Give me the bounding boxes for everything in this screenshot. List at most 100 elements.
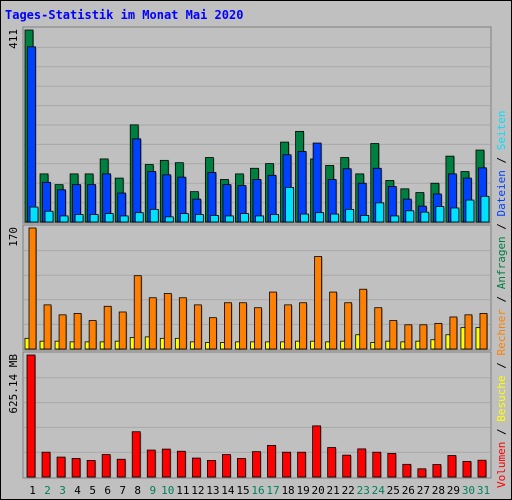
bar-volumen-28: [432, 464, 442, 478]
bar-volumen-11: [176, 450, 186, 478]
x-tick-label-18: 18: [281, 484, 294, 497]
x-tick-label-29: 29: [447, 484, 460, 497]
x-tick-label-14: 14: [221, 484, 235, 497]
bar-volumen-17: [267, 444, 276, 478]
bar-rechner-6: [103, 305, 112, 350]
bar-seiten-25: [390, 215, 400, 223]
x-tick-label-20: 20: [312, 484, 325, 497]
bar-rechner-28: [434, 322, 443, 350]
x-tick-label-25: 25: [387, 484, 400, 497]
bar-dateien-20: [312, 142, 322, 223]
x-tick-label-3: 3: [59, 484, 66, 497]
x-tick-label-21: 21: [327, 484, 340, 497]
x-tick-label-30: 30: [462, 484, 475, 497]
bar-volumen-29: [447, 455, 457, 478]
bar-seiten-23: [360, 215, 370, 223]
bar-volumen-8: [131, 431, 141, 478]
bar-rechner-18: [284, 304, 292, 350]
bar-seiten-27: [420, 211, 430, 223]
bar-dateien-19: [297, 151, 307, 223]
bar-rechner-4: [73, 313, 82, 350]
bar-dateien-13: [207, 172, 217, 223]
bar-rechner-30: [464, 314, 473, 350]
legend-separator: /: [495, 216, 508, 236]
top-panel: [22, 26, 492, 224]
x-tick-label-15: 15: [236, 484, 249, 497]
bar-seiten-7: [119, 215, 129, 223]
bar-rechner-9: [148, 297, 157, 350]
bar-rechner-10: [163, 293, 172, 350]
legend-rechner: Rechner: [495, 309, 508, 356]
bar-volumen-18: [282, 451, 291, 478]
bar-seiten-14: [225, 215, 234, 223]
bar-volumen-3: [56, 456, 66, 478]
x-tick-label-7: 7: [119, 484, 126, 497]
bar-rechner-26: [404, 324, 413, 350]
mid-panel: [22, 224, 492, 351]
chart-title: Tages-Statistik im Monat Mai 2020: [5, 8, 243, 22]
bar-volumen-10: [161, 448, 171, 478]
bar-seiten-21: [330, 213, 340, 223]
x-axis-labels: 1 2 3 4 5 6 7 8 9 10 11 12 13 14 15 16 17 18 19 20 21 22 23 24 2…: [29, 484, 490, 497]
legend-separator: /: [495, 150, 508, 170]
x-tick-label-2: 2: [44, 484, 51, 497]
x-tick-label-31: 31: [477, 484, 490, 497]
bar-rechner-21: [329, 291, 338, 350]
x-tick-label-1: 1: [29, 484, 36, 497]
legend-volumen: Volumen: [495, 442, 508, 488]
bar-volumen-5: [86, 460, 96, 478]
x-tick-label-9: 9: [149, 484, 156, 497]
x-tick-label-17: 17: [266, 484, 279, 497]
bar-volumen-30: [462, 460, 472, 478]
bar-rechner-17: [269, 291, 277, 350]
bar-seiten-4: [74, 214, 84, 223]
legend-separator: /: [495, 356, 508, 376]
bar-rechner-1: [28, 227, 37, 350]
x-tick-label-8: 8: [134, 484, 141, 497]
bar-rechner-22: [344, 302, 353, 350]
bar-volumen-21: [327, 447, 337, 478]
bar-rechner-24: [374, 307, 383, 350]
bar-seiten-20: [315, 212, 325, 223]
x-tick-label-24: 24: [372, 484, 386, 497]
legend-separator: /: [495, 289, 508, 309]
bar-volumen-14: [222, 454, 231, 478]
bar-dateien-1: [27, 46, 36, 223]
x-tick-label-4: 4: [74, 484, 81, 497]
bar-rechner-25: [389, 320, 398, 350]
bar-rechner-7: [118, 311, 127, 350]
bar-volumen-23: [357, 448, 367, 478]
bar-volumen-16: [252, 451, 261, 478]
bar-seiten-2: [44, 210, 54, 223]
x-tick-label-11: 11: [176, 484, 189, 497]
legend-besuche: Besuche: [495, 375, 508, 421]
bar-seiten-16: [255, 215, 264, 223]
bar-rechner-12: [193, 304, 202, 350]
bar-rechner-14: [224, 302, 232, 350]
bar-seiten-8: [134, 212, 144, 223]
bar-seiten-26: [405, 210, 415, 223]
x-tick-label-22: 22: [342, 484, 355, 497]
bar-seiten-9: [149, 208, 159, 223]
bar-volumen-4: [71, 458, 81, 478]
bar-rechner-3: [58, 314, 67, 350]
bar-seiten-24: [375, 202, 385, 223]
right-legend: Volumen / Besuche / Rechner / Anfragen /…: [495, 110, 508, 488]
bar-dateien-8: [132, 138, 142, 223]
legend-separator: /: [495, 422, 508, 442]
bar-rechner-29: [449, 316, 458, 350]
x-tick-label-5: 5: [89, 484, 96, 497]
x-tick-label-26: 26: [402, 484, 415, 497]
x-tick-label-13: 13: [206, 484, 219, 497]
bar-seiten-3: [59, 215, 69, 223]
bar-seiten-30: [465, 199, 475, 223]
bar-seiten-1: [29, 206, 39, 223]
bar-rechner-5: [88, 320, 97, 350]
x-tick-label-16: 16: [251, 484, 264, 497]
bar-seiten-13: [209, 215, 219, 223]
bottom-panel: [22, 351, 492, 479]
bar-volumen-31: [477, 459, 487, 478]
bar-seiten-11: [179, 213, 189, 223]
x-tick-label-23: 23: [357, 484, 370, 497]
